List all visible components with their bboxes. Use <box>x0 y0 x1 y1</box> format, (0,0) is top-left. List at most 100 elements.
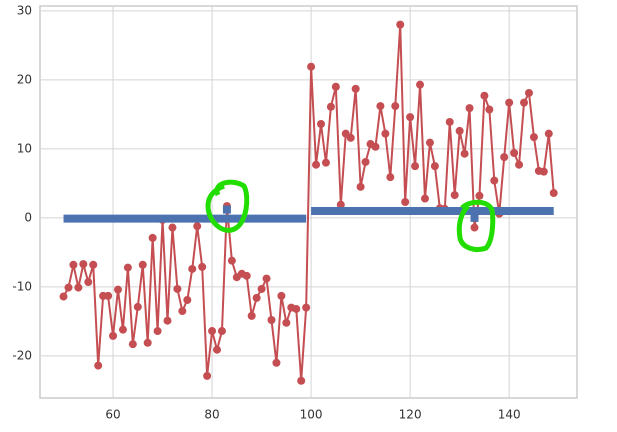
point <box>450 191 459 200</box>
point <box>529 133 538 142</box>
point <box>89 260 98 269</box>
y-tick-label: -10 <box>12 279 32 293</box>
y-tick-label: 20 <box>17 72 32 86</box>
point <box>217 327 226 336</box>
point <box>425 138 434 147</box>
point <box>153 327 162 336</box>
x-tick-label: 80 <box>204 408 219 422</box>
point <box>411 162 420 171</box>
point <box>331 82 340 91</box>
point <box>109 331 118 340</box>
point <box>465 104 474 113</box>
point <box>416 80 425 89</box>
point <box>203 371 212 380</box>
point <box>163 316 172 325</box>
y-tick-label: 30 <box>17 3 32 17</box>
point <box>475 191 484 200</box>
point <box>272 358 281 367</box>
annotation-circle <box>456 199 496 253</box>
point <box>445 117 454 126</box>
y-tick-label: -20 <box>12 348 32 362</box>
point <box>420 194 429 203</box>
point <box>361 157 370 166</box>
point <box>346 133 355 142</box>
point <box>79 260 88 269</box>
point <box>227 256 236 265</box>
point <box>138 260 147 269</box>
point <box>539 167 548 176</box>
point <box>544 129 553 138</box>
series-line <box>62 23 555 382</box>
point <box>485 105 494 114</box>
point <box>267 316 276 325</box>
point <box>505 98 514 107</box>
point <box>351 84 360 93</box>
y-tick-label: 10 <box>17 141 32 155</box>
point <box>178 307 187 316</box>
point <box>148 233 157 242</box>
y-tick-label: 0 <box>24 210 32 224</box>
point <box>118 325 127 334</box>
point <box>336 200 345 209</box>
point <box>242 271 251 280</box>
x-tick-label: 120 <box>399 408 422 422</box>
point <box>64 283 73 292</box>
point <box>470 223 479 232</box>
point <box>386 173 395 182</box>
point <box>222 205 231 214</box>
point <box>396 20 405 29</box>
point <box>356 182 365 191</box>
point <box>510 149 519 157</box>
point <box>69 260 78 269</box>
point <box>143 338 152 347</box>
point <box>193 222 202 231</box>
point <box>292 304 301 313</box>
point <box>213 345 222 354</box>
point <box>168 223 177 232</box>
point <box>94 361 103 370</box>
point <box>480 91 489 100</box>
point <box>247 311 256 320</box>
point <box>113 285 122 294</box>
point <box>128 340 137 349</box>
point <box>188 264 197 273</box>
point <box>277 291 286 300</box>
point <box>406 113 415 122</box>
point <box>302 303 311 312</box>
point <box>312 160 321 169</box>
point <box>520 98 529 107</box>
point <box>297 376 306 385</box>
point <box>133 302 142 311</box>
point <box>262 274 271 283</box>
point <box>59 292 68 301</box>
point <box>376 102 385 111</box>
point <box>381 129 390 138</box>
point <box>282 318 291 327</box>
point <box>104 291 113 300</box>
point <box>123 263 132 272</box>
point <box>524 88 533 97</box>
annotation-circle <box>205 179 250 233</box>
point <box>198 262 207 271</box>
point <box>173 284 182 293</box>
point <box>490 176 499 185</box>
point <box>208 327 217 336</box>
point <box>84 278 93 287</box>
point <box>317 120 326 129</box>
point <box>371 142 380 151</box>
point <box>74 283 83 292</box>
point <box>500 153 509 162</box>
x-tick-label: 100 <box>300 408 323 422</box>
point <box>252 293 261 302</box>
point <box>326 102 335 111</box>
marks <box>59 20 558 385</box>
point <box>401 198 410 206</box>
point <box>515 160 524 169</box>
point <box>257 284 266 293</box>
point <box>470 213 479 222</box>
point <box>430 162 439 171</box>
point <box>307 62 316 71</box>
x-tick-label: 60 <box>105 408 120 422</box>
point <box>455 126 464 135</box>
